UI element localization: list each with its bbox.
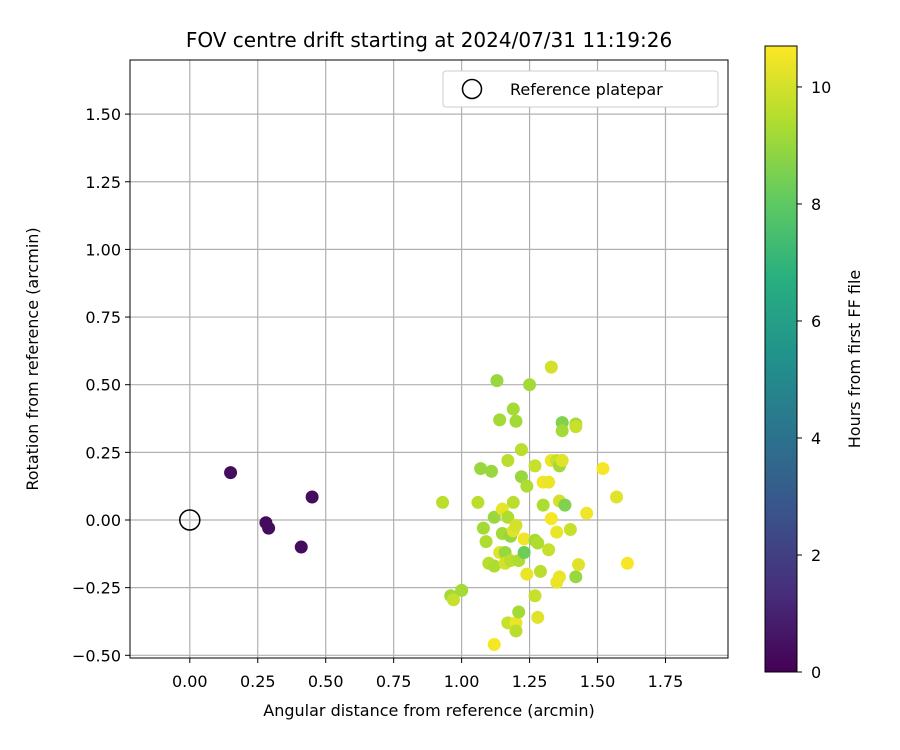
scatter-point — [517, 532, 531, 546]
scatter-point — [509, 518, 523, 532]
y-tick-label: 0.75 — [85, 308, 121, 327]
colorbar-tick-label: 4 — [811, 429, 821, 448]
scatter-point — [487, 510, 501, 524]
y-tick-label: −0.50 — [72, 646, 121, 665]
scatter-point — [552, 570, 566, 584]
scatter-point — [305, 490, 319, 504]
scatter-point — [446, 593, 460, 607]
scatter-point — [555, 424, 569, 438]
scatter-point — [569, 420, 583, 434]
scatter-point — [514, 443, 528, 457]
scatter-point — [262, 521, 276, 535]
chart-title: FOV centre drift starting at 2024/07/31 … — [186, 28, 672, 52]
scatter-point — [493, 413, 507, 427]
scatter-point — [596, 462, 610, 476]
y-tick-label: 0.50 — [85, 376, 121, 395]
colorbar: 0 2 4 6 8 10 Hours from first FF file — [764, 45, 864, 682]
scatter-point — [533, 564, 547, 578]
scatter-point — [471, 495, 485, 509]
scatter-point — [531, 536, 545, 550]
scatter-point — [520, 567, 534, 581]
legend: Reference platepar — [442, 70, 719, 108]
colorbar-tick-label: 6 — [811, 312, 821, 331]
y-tick-label: 1.25 — [85, 173, 121, 192]
scatter-point — [506, 402, 520, 416]
legend-box — [442, 70, 719, 108]
scatter-point — [580, 506, 594, 520]
scatter-point — [517, 545, 531, 559]
scatter-point — [514, 470, 528, 484]
scatter-point — [501, 453, 515, 467]
scatter-point — [610, 490, 624, 504]
x-axis-label: Angular distance from reference (arcmin) — [263, 701, 594, 720]
scatter-point — [506, 495, 520, 509]
reference-marker-layer — [179, 509, 201, 531]
y-tick-label: 1.00 — [85, 240, 121, 259]
scatter-point — [501, 510, 515, 524]
scatter-point — [544, 360, 558, 374]
x-axis-ticks: 0.00 0.25 0.50 0.75 1.00 1.25 1.50 1.75 — [172, 658, 683, 691]
y-axis-label: Rotation from reference (arcmin) — [23, 227, 42, 490]
scatter-point — [563, 522, 577, 536]
scatter-point — [479, 535, 493, 549]
colorbar-label: Hours from first FF file — [845, 270, 864, 449]
scatter-point — [490, 374, 504, 388]
scatter-point — [294, 540, 308, 554]
x-tick-label: 0.75 — [376, 672, 412, 691]
y-tick-label: 0.00 — [85, 511, 121, 530]
scatter-point — [474, 462, 488, 476]
reference-platepar-marker — [179, 509, 201, 531]
colorbar-gradient — [764, 45, 798, 673]
scatter-point — [550, 525, 564, 539]
scatter-point — [487, 637, 501, 651]
scatter-point — [485, 464, 499, 478]
scatter-point — [509, 414, 523, 428]
scatter-point — [542, 475, 556, 489]
scatter-point — [569, 570, 583, 584]
legend-reference-marker — [461, 78, 483, 100]
y-tick-label: −0.25 — [72, 579, 121, 598]
scatter-point — [620, 556, 634, 570]
scatter-point — [224, 466, 238, 480]
scatter-point — [528, 459, 542, 473]
scatter-point — [572, 558, 585, 572]
x-tick-label: 1.00 — [444, 672, 480, 691]
colorbar-tick-label: 10 — [811, 78, 831, 97]
x-tick-label: 1.75 — [648, 672, 684, 691]
scatter-point — [528, 589, 542, 603]
y-axis-ticks: −0.50 −0.25 0.00 0.25 0.50 0.75 1.00 1.25 1.50 — [72, 105, 130, 665]
colorbar-ticks: 0 2 4 6 8 10 — [797, 78, 831, 682]
scatter-point — [512, 605, 526, 619]
scatter-point — [531, 610, 545, 624]
scatter-point — [542, 543, 556, 557]
colorbar-tick-label: 0 — [811, 663, 821, 682]
scatter-point — [523, 378, 537, 392]
x-tick-label: 0.00 — [172, 672, 208, 691]
scatter-point — [436, 495, 450, 509]
grid-lines — [130, 60, 728, 658]
y-tick-label: 0.25 — [85, 443, 121, 462]
scatter-point — [555, 453, 569, 467]
colorbar-tick-label: 8 — [811, 195, 821, 214]
plot-frame — [129, 59, 729, 659]
x-tick-label: 1.50 — [580, 672, 616, 691]
scatter-point — [544, 512, 558, 526]
scatter-point — [487, 559, 501, 573]
legend-entry-label: Reference platepar — [510, 80, 663, 99]
scatter-point — [520, 479, 534, 493]
x-tick-label: 0.25 — [240, 672, 276, 691]
data-points — [224, 360, 634, 651]
scatter-point — [536, 498, 550, 512]
scatter-point — [455, 583, 469, 597]
scatter-point — [476, 521, 490, 535]
colorbar-tick-label: 2 — [811, 546, 821, 565]
x-tick-label: 0.50 — [308, 672, 344, 691]
x-tick-label: 1.25 — [512, 672, 548, 691]
scatter-point — [509, 624, 523, 638]
scatter-point — [558, 498, 572, 512]
y-tick-label: 1.50 — [85, 105, 121, 124]
